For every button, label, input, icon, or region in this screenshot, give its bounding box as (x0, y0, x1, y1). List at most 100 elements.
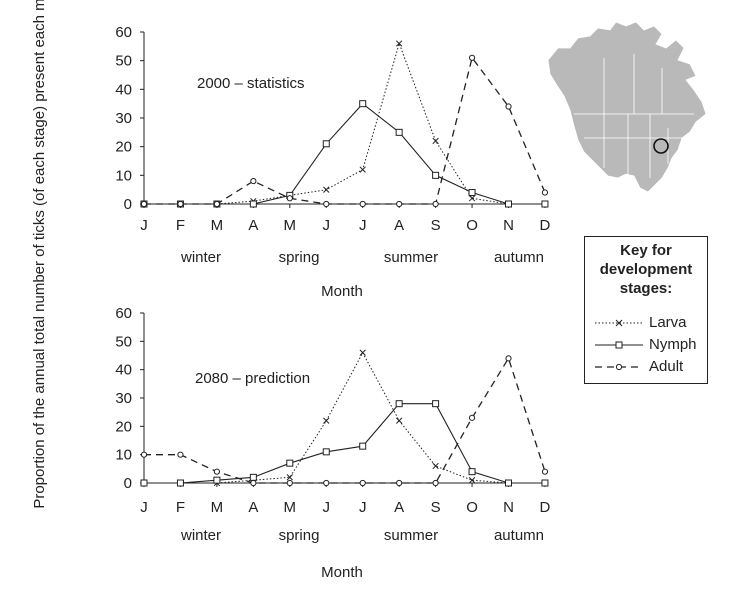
data-point-larva (359, 166, 366, 173)
season-label: spring (279, 527, 320, 544)
x-tick-label: J (359, 217, 367, 234)
y-tick-label: 50 (115, 333, 132, 350)
data-point-larva (468, 195, 476, 202)
x-tick-label: M (284, 499, 297, 516)
north-america-map (547, 21, 707, 193)
season-label: summer (384, 527, 438, 544)
legend-title-line-2: development (599, 261, 693, 278)
chart-title: 2080 – prediction (195, 370, 310, 387)
data-point-adult (359, 479, 366, 487)
data-point-adult (177, 200, 184, 208)
data-point-nymph (286, 459, 294, 467)
season-label: summer (384, 249, 438, 266)
season-label: winter (180, 527, 221, 544)
data-point-nymph (541, 479, 549, 487)
data-point-larva (468, 477, 476, 484)
y-tick-label: 20 (115, 139, 132, 156)
x-axis-label: Month (321, 283, 363, 300)
x-tick-label: A (394, 499, 404, 516)
legend-item-larva: Larva (593, 313, 705, 333)
x-tick-label: D (540, 499, 551, 516)
season-label: spring (279, 249, 320, 266)
y-tick-label: 20 (115, 418, 132, 435)
x-tick-label: A (248, 499, 258, 516)
y-tick-label: 60 (115, 24, 132, 41)
legend-label-adult: Adult (649, 358, 684, 375)
x-tick-label: S (431, 499, 441, 516)
legend-title-line-3: stages: (619, 280, 673, 297)
y-axis-label-line-1: Proportion of the annual total number of… (31, 0, 48, 509)
data-point-adult (541, 468, 549, 475)
data-point-adult (432, 479, 439, 487)
data-point-nymph (176, 479, 184, 487)
map-landmass (547, 21, 707, 193)
location-circle-marker (653, 138, 669, 154)
data-point-adult (213, 200, 220, 208)
x-tick-label: N (503, 499, 514, 516)
data-point-adult (432, 200, 439, 208)
season-label: autumn (494, 527, 544, 544)
data-point-adult (468, 414, 476, 421)
data-point-nymph (322, 140, 330, 148)
series-line-adult (144, 356, 546, 484)
legend-item-adult: Adult (593, 357, 705, 377)
x-tick-label: A (394, 217, 404, 234)
x-tick-label: J (140, 499, 148, 516)
data-point-nymph (140, 479, 148, 487)
data-point-adult (213, 468, 220, 475)
legend-title-line-1: Key for (620, 242, 672, 259)
data-point-nymph (468, 468, 476, 476)
x-tick-label: J (140, 217, 148, 234)
legend-swatch-larva (595, 319, 643, 327)
legend-swatch-adult (595, 363, 643, 371)
data-point-nymph (249, 200, 257, 208)
series-line-adult (144, 56, 546, 205)
x-tick-label: O (466, 499, 478, 516)
data-point-nymph (213, 476, 221, 484)
x-tick-label: J (323, 499, 331, 516)
data-point-larva (323, 417, 330, 424)
data-point-nymph (359, 100, 367, 108)
x-tick-label: D (540, 217, 551, 234)
data-point-larva (359, 349, 366, 356)
y-tick-label: 0 (124, 196, 132, 213)
x-tick-label: M (211, 217, 224, 234)
data-point-nymph (359, 442, 367, 450)
data-point-nymph (432, 400, 440, 408)
data-point-adult (140, 200, 148, 208)
x-tick-label: S (431, 217, 441, 234)
x-tick-label: F (176, 217, 185, 234)
data-point-nymph (541, 200, 549, 208)
y-tick-label: 40 (115, 362, 132, 379)
data-point-nymph (395, 400, 403, 408)
data-point-adult (396, 479, 403, 487)
data-point-nymph (505, 200, 512, 208)
data-point-nymph (432, 171, 440, 179)
data-point-nymph (322, 448, 330, 456)
y-tick-label: 30 (115, 390, 132, 407)
data-point-adult (323, 200, 330, 208)
data-point-larva (323, 186, 330, 193)
data-point-nymph (468, 189, 476, 197)
data-point-larva (395, 40, 403, 47)
x-tick-label: M (211, 499, 224, 516)
y-tick-label: 0 (124, 475, 132, 492)
data-point-adult (323, 479, 330, 487)
legend-label-nymph: Nymph (649, 336, 697, 353)
data-point-larva (286, 474, 293, 481)
data-point-nymph (505, 479, 512, 487)
data-point-adult (177, 451, 184, 458)
data-point-larva (432, 137, 439, 145)
data-point-adult (286, 195, 293, 202)
y-tick-label: 50 (115, 53, 132, 70)
data-point-larva (395, 417, 403, 424)
data-point-adult (505, 355, 512, 362)
series-line-nymph (144, 102, 545, 205)
data-point-adult (541, 189, 549, 196)
x-tick-label: F (176, 499, 185, 516)
data-point-nymph (395, 128, 403, 136)
data-point-adult (359, 200, 366, 208)
legend-swatch-nymph (595, 341, 643, 349)
